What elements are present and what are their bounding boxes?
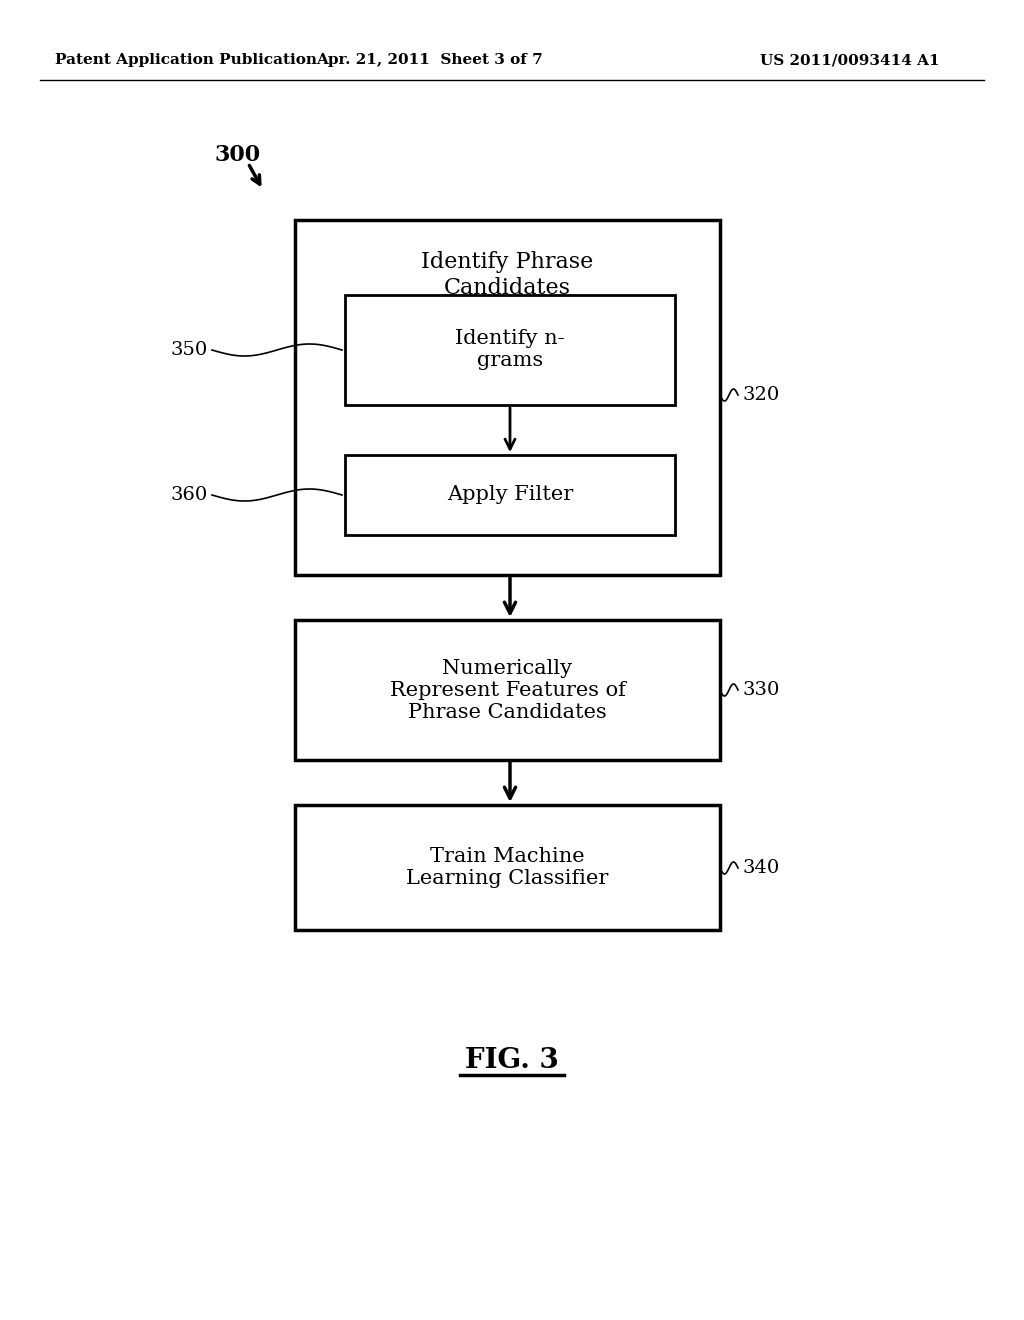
Text: Patent Application Publication: Patent Application Publication — [55, 53, 317, 67]
Text: 300: 300 — [215, 144, 261, 166]
Bar — [295, 220, 720, 576]
Text: Apply Filter: Apply Filter — [446, 486, 573, 504]
Text: Identify Phrase
Candidates: Identify Phrase Candidates — [421, 251, 594, 298]
Text: Apr. 21, 2011  Sheet 3 of 7: Apr. 21, 2011 Sheet 3 of 7 — [316, 53, 544, 67]
Bar — [295, 620, 720, 760]
Text: FIG. 3: FIG. 3 — [465, 1047, 559, 1073]
Text: 350: 350 — [171, 341, 208, 359]
Text: Identify n-
grams: Identify n- grams — [456, 330, 565, 371]
Text: 340: 340 — [742, 859, 779, 876]
Text: Numerically
Represent Features of
Phrase Candidates: Numerically Represent Features of Phrase… — [389, 659, 626, 722]
Text: 330: 330 — [742, 681, 779, 700]
Text: Train Machine
Learning Classifier: Train Machine Learning Classifier — [407, 847, 608, 888]
Text: 360: 360 — [171, 486, 208, 504]
Bar — [345, 455, 675, 535]
Text: US 2011/0093414 A1: US 2011/0093414 A1 — [760, 53, 940, 67]
Bar — [295, 805, 720, 931]
Bar — [345, 294, 675, 405]
Text: 320: 320 — [742, 385, 779, 404]
